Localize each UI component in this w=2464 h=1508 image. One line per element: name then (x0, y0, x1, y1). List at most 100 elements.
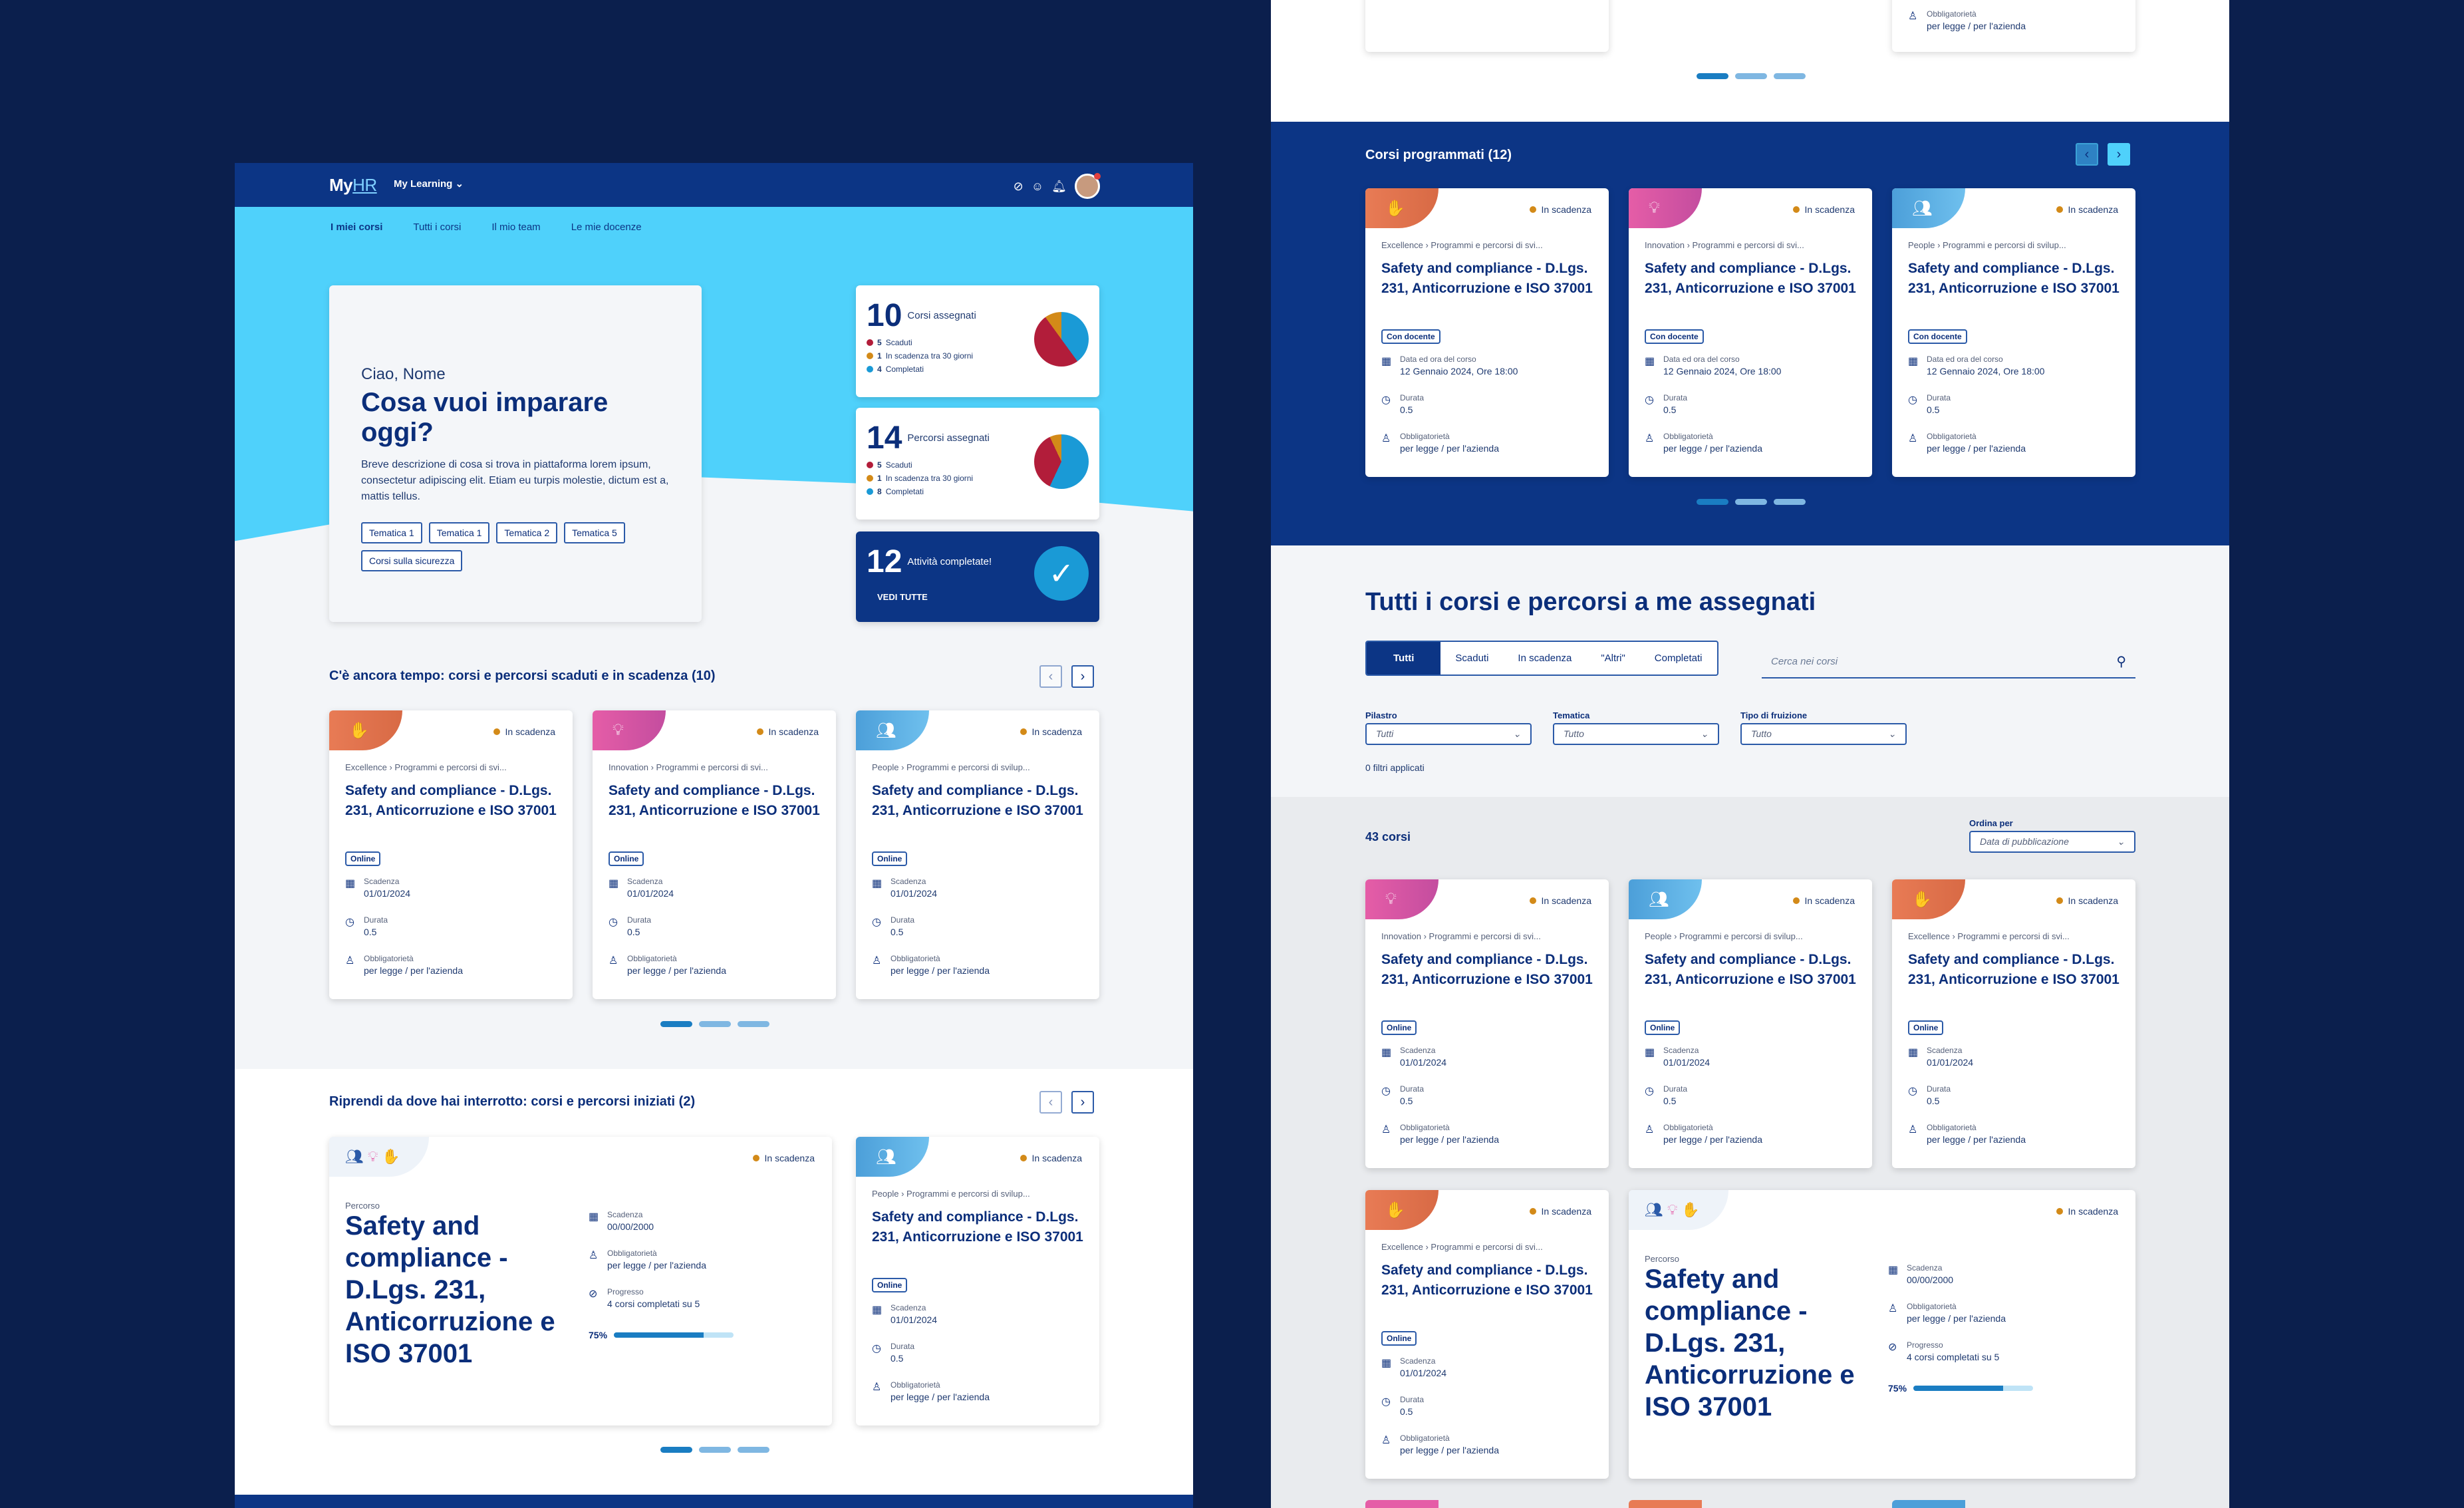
stat-completate[interactable]: 12 Attività completate! VEDI TUTTE ✓ (856, 531, 1099, 622)
filter-tab-scaduti[interactable]: Scaduti (1455, 653, 1489, 664)
clock-icon: ◷ (1908, 394, 1917, 406)
course-card[interactable]: ✋ In scadenza Excellence › Programmi e p… (1892, 879, 2135, 1168)
tag[interactable]: Tematica 1 (428, 522, 490, 543)
scadenza: ▦ Scadenza 01/01/2024 (609, 877, 674, 899)
next-arrow-icon[interactable]: › (1071, 1091, 1094, 1114)
vedi-tutte-link[interactable]: VEDI TUTTE (877, 592, 928, 602)
sort-select[interactable]: Ordina per Data di pubblicazione ⌄ (1969, 818, 2135, 853)
chevron-down-icon: ⌄ (1888, 728, 1896, 739)
obbligatorieta: ♙ Obbligatorietà per legge / per l'azienda (609, 954, 726, 976)
clock-icon: ◷ (872, 917, 881, 928)
carousel-arrows: ‹ › (1039, 1091, 1094, 1114)
course-title: Safety and compliance - D.Lgs. 231, Anti… (872, 783, 1083, 818)
tematica-select[interactable]: Tematica Tutto ⌄ (1553, 710, 1719, 745)
user-icon: ♙ (872, 1382, 882, 1393)
course-title: Safety and compliance - D.Lgs. 231, Anti… (1645, 261, 1856, 296)
course-card[interactable]: ✋ In scadenza Excellence › Programmi e p… (1365, 1190, 1609, 1479)
prev-arrow-icon[interactable]: ‹ (2076, 143, 2098, 166)
mode-badge: Online (345, 851, 381, 866)
course-card[interactable]: ✋ In scadenza Excellence › Programmi e p… (329, 710, 573, 999)
scheduled-course-card[interactable]: ✋ In scadenza Excellence › Programmi e p… (1365, 188, 1609, 477)
carousel-dots[interactable] (660, 1447, 769, 1453)
obbligatorieta: ♙ Obbligatorietà per legge / per l'azienda (1381, 432, 1499, 454)
carousel-dots[interactable] (1697, 499, 1806, 505)
search-input[interactable]: Cerca nei corsi ⚲ (1762, 645, 2135, 679)
checkmark-icon: ✓ (1034, 546, 1089, 601)
mode-badge: Online (1645, 1020, 1681, 1035)
percorso-card[interactable]: 👥︎ 💡︎ ✋ In scadenza Percorso Safety and co… (1629, 1190, 2135, 1479)
course-card[interactable]: 👥︎ In scadenza People › Programmi e perc… (856, 710, 1099, 999)
tag[interactable]: Tematica 2 (496, 522, 558, 543)
tab-tutti-corsi[interactable]: Tutti i corsi (413, 221, 462, 233)
durata: ◷ Durata 0.5 (1645, 1084, 1688, 1106)
filter-tab-altri[interactable]: "Altri" (1601, 653, 1625, 664)
excellence-icon: ✋ (1365, 1190, 1438, 1230)
percorso-type: Percorso (1645, 1254, 1680, 1264)
user-icon: ♙ (1908, 11, 1918, 22)
bell-icon[interactable]: 🔔︎ (1051, 179, 1067, 193)
scheduled-course-card[interactable]: 💡︎ In scadenza Innovation › Programmi e … (1629, 188, 1872, 477)
hero-description: Breve descrizione di cosa si trova in pi… (361, 459, 669, 502)
scadenza: ▦ Scadenza 00/00/2000 (589, 1210, 654, 1232)
tag[interactable]: Tematica 1 (361, 522, 422, 543)
course-card[interactable]: 💡︎ In scadenza Innovation › Programmi e … (593, 710, 836, 999)
scadenza: ▦ Scadenza 01/01/2024 (872, 1303, 938, 1325)
pilastro-select[interactable]: Pilastro Tutti ⌄ (1365, 710, 1532, 745)
tab-mie-docenze[interactable]: Le mie docenze (571, 221, 642, 233)
logo[interactable]: MyHR (329, 175, 377, 195)
course-card[interactable]: 👥︎ In scadenza People › Programmi e perc… (856, 1137, 1099, 1426)
tab-mio-team[interactable]: Il mio team (491, 221, 541, 233)
obbligatorieta: ♙ Obbligatorietà per legge / per l'azienda (1645, 1123, 1762, 1145)
pie-chart-icon (1034, 434, 1089, 489)
stat-label: Corsi assegnati (907, 310, 976, 321)
my-learning-menu[interactable]: My Learning ⌄ (394, 178, 464, 190)
filter-tab-completati[interactable]: Completati (1654, 653, 1703, 664)
chat-icon[interactable]: ☺ (1031, 179, 1044, 193)
filter-tab-in-scadenza[interactable]: In scadenza (1518, 653, 1572, 664)
course-card[interactable]: 👥︎ In scadenza People › Programmi e perc… (1629, 879, 1872, 1168)
user-icon: ♙ (345, 955, 355, 967)
percorso-title: Safety and compliance - D.Lgs. 231, Anti… (345, 1211, 555, 1368)
next-arrow-icon[interactable]: › (1071, 665, 1094, 688)
mode-badge: Con docente (1908, 329, 1967, 344)
tipo-fruizione-select[interactable]: Tipo di fruizione Tutto ⌄ (1740, 710, 1907, 745)
course-card-partial[interactable]: ♙ Obbligatorietà per legge / per l'azienda (1892, 0, 2135, 52)
filter-tab-tutti[interactable]: Tutti (1367, 642, 1441, 675)
durata: ◷ Durata 0.5 (1908, 1084, 1951, 1106)
scheduled-course-card[interactable]: 👥︎ In scadenza People › Programmi e perc… (1892, 188, 2135, 477)
data-ora: ▦ Data ed ora del corso 12 Gennaio 2024, O… (1381, 355, 1518, 377)
user-icon: ♙ (609, 955, 618, 967)
right-screen: ♙ Obbligatorietà per legge / per l'azienda… (1271, 0, 2229, 1508)
check-circle-icon[interactable]: ⊘ (1013, 179, 1024, 193)
calendar-icon: ▦ (1908, 356, 1919, 367)
card-peek (1892, 1500, 1965, 1508)
mode-badge: Online (872, 851, 908, 866)
avatar[interactable] (1075, 173, 1101, 199)
prev-arrow-icon[interactable]: ‹ (1039, 1091, 1062, 1114)
hand-icon: ✋ (382, 1148, 400, 1165)
carousel-dots[interactable] (660, 1021, 769, 1027)
next-arrow-icon[interactable]: › (2108, 143, 2130, 166)
mode-badge: Online (1908, 1020, 1944, 1035)
carousel-dots[interactable] (1697, 73, 1806, 79)
tag[interactable]: Corsi sulla sicurezza (361, 550, 463, 571)
mode-badge: Online (872, 1278, 908, 1292)
calendar-icon: ▦ (872, 1304, 883, 1316)
scadenza: ▦ Scadenza 01/01/2024 (1381, 1046, 1447, 1068)
people-icon: 👥︎ (345, 1148, 364, 1165)
tab-miei-corsi[interactable]: I miei corsi (331, 221, 383, 233)
stat-corsi[interactable]: 10 Corsi assegnati 5 Scaduti 1 In scadenza … (856, 285, 1099, 397)
progress-bar: 75% (589, 1330, 734, 1340)
course-card[interactable]: 💡︎ In scadenza Innovation › Programmi e … (1365, 879, 1609, 1168)
percorso-card[interactable]: 👥︎ 💡︎ ✋ In scadenza Percorso Safety and co… (329, 1137, 832, 1426)
course-card-partial[interactable] (1365, 0, 1609, 52)
top-bar: MyHR My Learning ⌄ ⊘ ☺ 🔔︎ (235, 163, 1193, 207)
tag[interactable]: Tematica 5 (564, 522, 625, 543)
stat-percorsi[interactable]: 14 Percorsi assegnati 5 Scaduti 1 In scaden… (856, 408, 1099, 520)
mode-badge: Con docente (1645, 329, 1704, 344)
mixed-pillar-icons: 👥︎ 💡︎ ✋ (1629, 1190, 1728, 1230)
prev-arrow-icon[interactable]: ‹ (1039, 665, 1062, 688)
chevron-down-icon: ⌄ (1513, 728, 1521, 739)
chevron-down-icon: ⌄ (2117, 836, 2125, 847)
people-icon: 👥︎ (856, 710, 929, 750)
